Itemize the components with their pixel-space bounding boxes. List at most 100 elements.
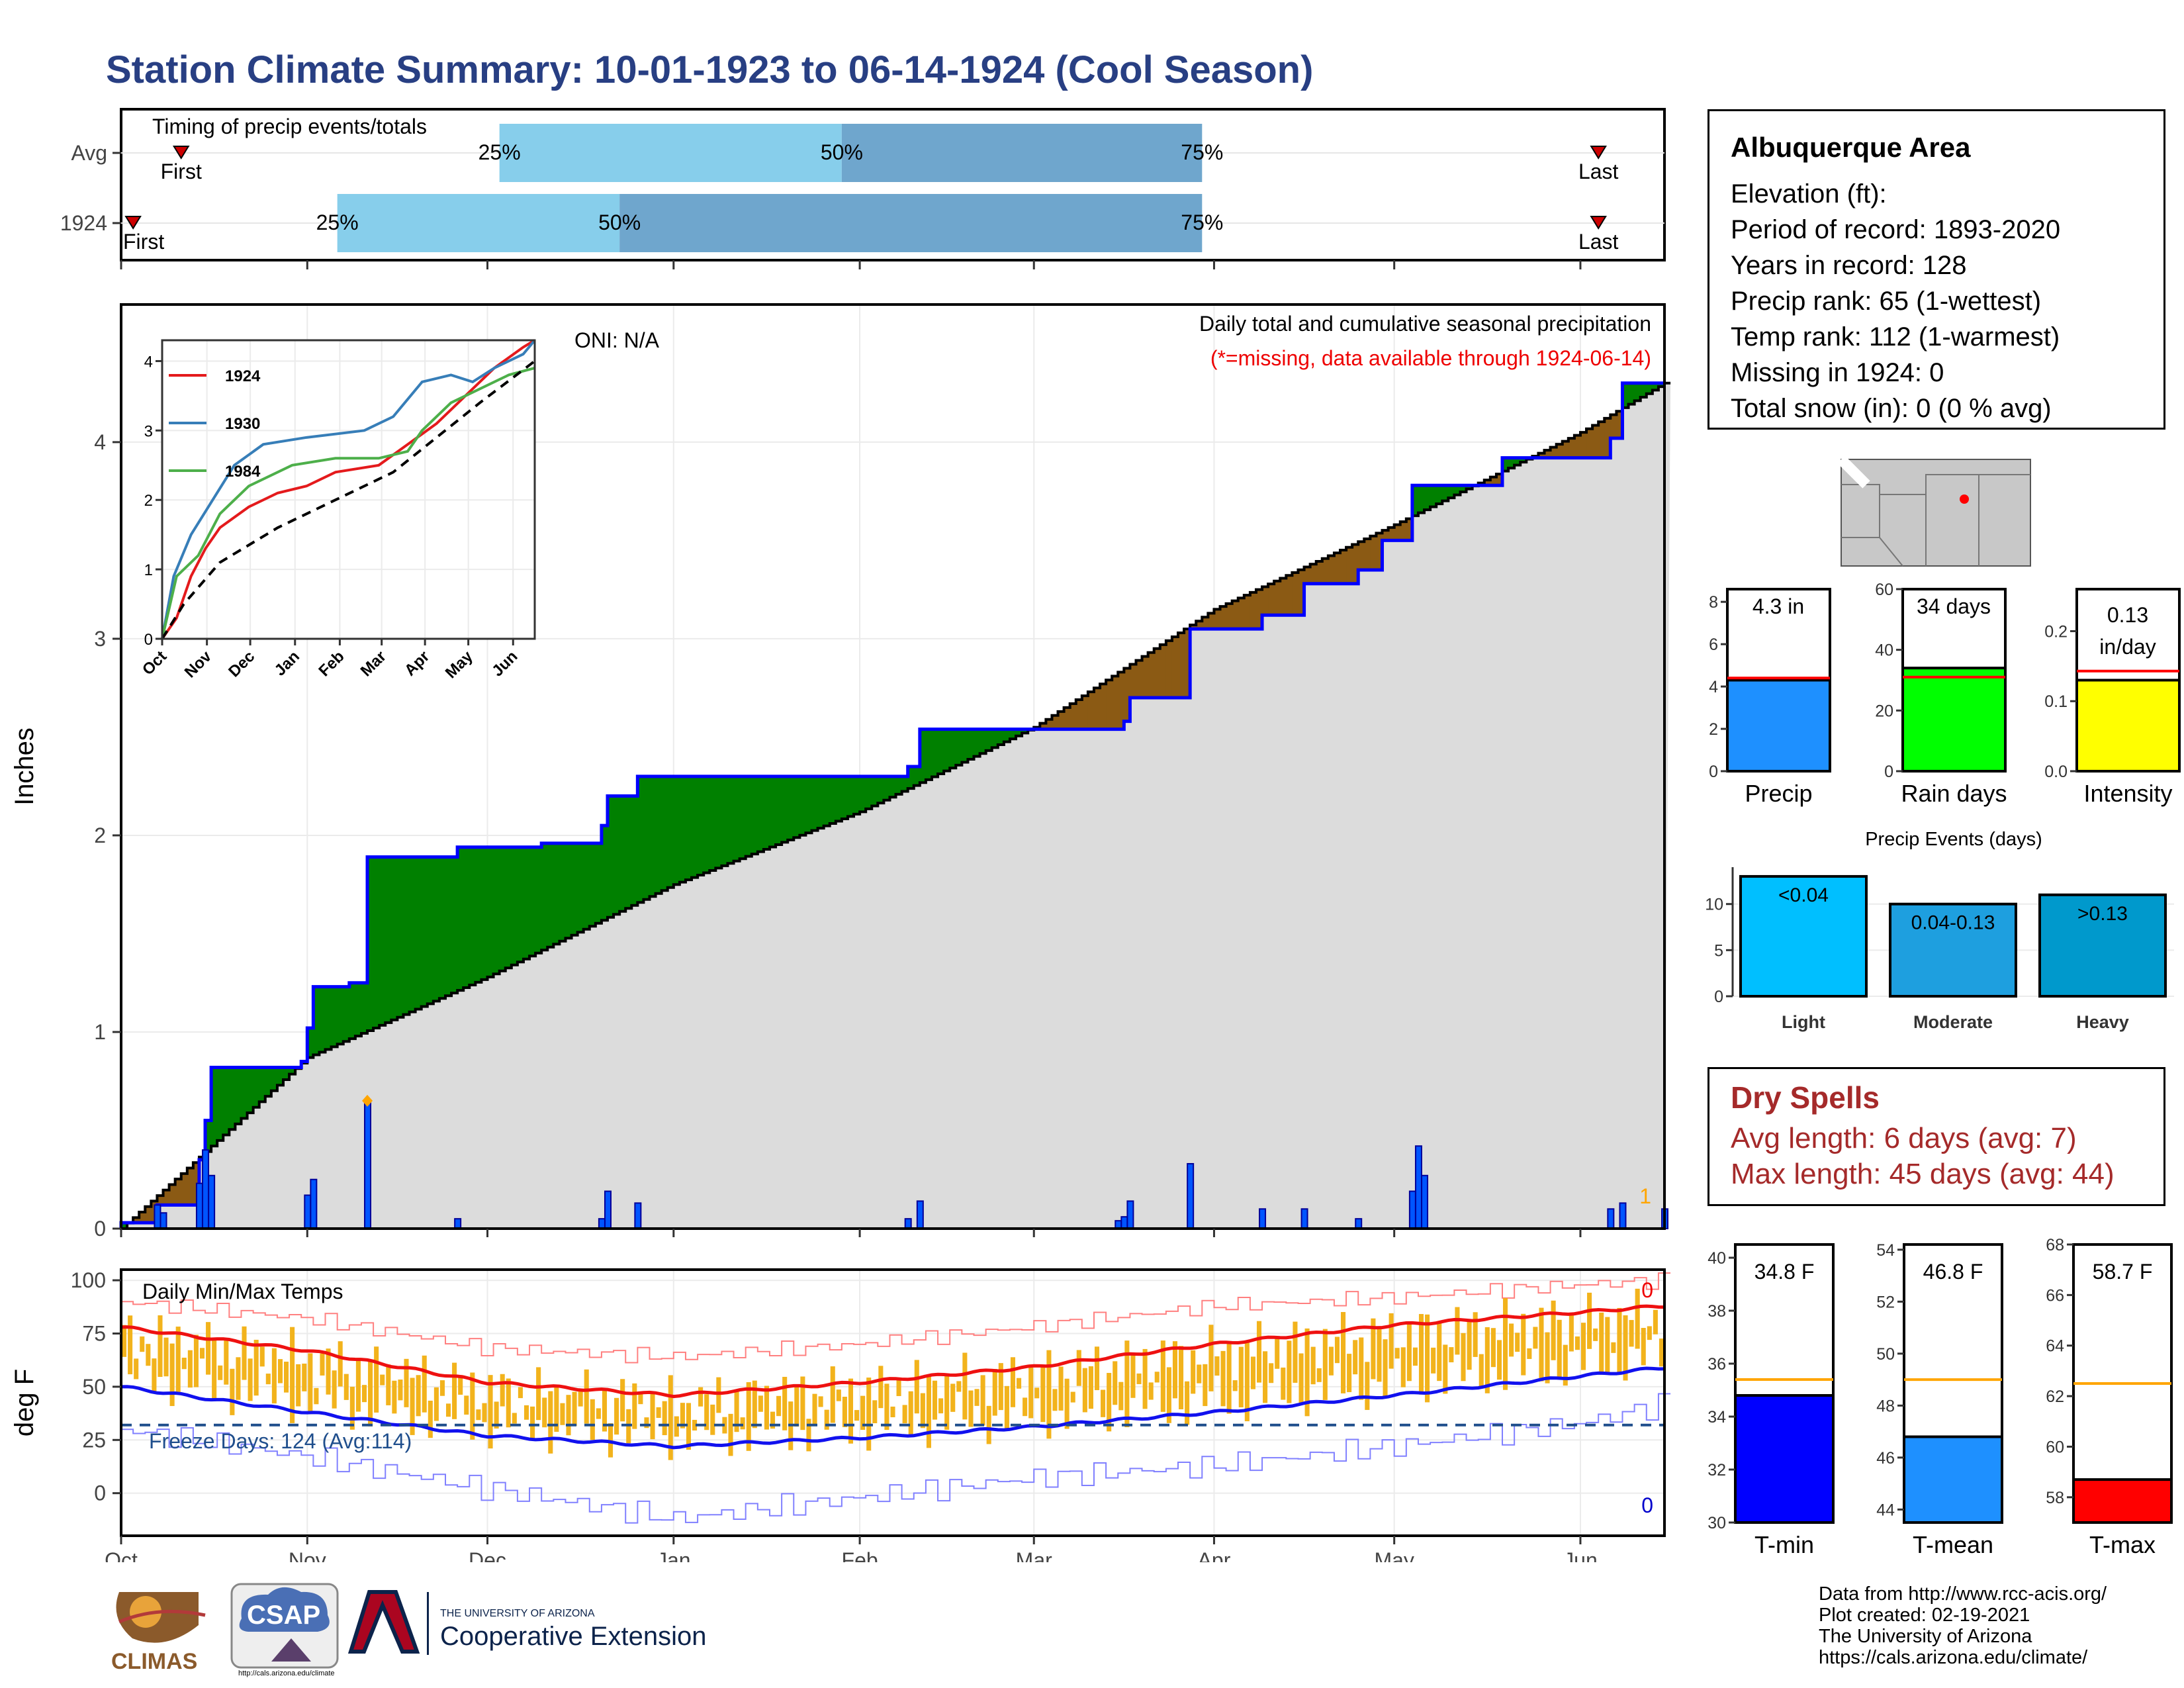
daily-temp-bar <box>1365 1362 1370 1410</box>
daily-temp-bar <box>578 1389 583 1407</box>
daily-temp-bar <box>812 1393 817 1426</box>
below-average-area <box>1310 564 1317 584</box>
above-average-area <box>968 729 975 760</box>
daily-temp-bar <box>1377 1326 1382 1382</box>
below-average-area <box>1400 522 1407 541</box>
above-average-area <box>884 776 891 800</box>
daily-temp-bar <box>656 1407 661 1418</box>
events-bar-moderate <box>1889 902 2017 998</box>
above-average-area <box>985 729 993 751</box>
below-average-area <box>1087 692 1095 729</box>
above-average-area <box>391 857 398 1020</box>
daily-temp-bar <box>1437 1321 1442 1382</box>
daily-temp-bar <box>794 1385 799 1427</box>
daily-temp-bar <box>1388 1313 1394 1369</box>
below-average-area <box>157 1196 164 1205</box>
tsum-t-min-ytick-label: 32 <box>1707 1461 1726 1479</box>
daily-temp-bar <box>884 1383 889 1430</box>
daily-temp-bar <box>842 1396 847 1427</box>
svg-text:CLIMAS: CLIMAS <box>111 1649 197 1674</box>
temp-ylabel: deg F <box>10 1369 39 1436</box>
above-average-area <box>565 843 572 939</box>
above-average-area <box>559 843 567 941</box>
daily-temp-bar <box>1406 1322 1412 1382</box>
above-average-area <box>1466 485 1473 489</box>
daily-temp-bar <box>980 1375 985 1426</box>
below-average-area <box>1100 684 1107 729</box>
above-average-area <box>523 847 530 959</box>
timing-p75-label: 75% <box>1181 211 1223 234</box>
daily-precip-bar <box>202 1149 210 1230</box>
above-average-area <box>649 776 657 897</box>
dry-spells-avg: Avg length: 6 days (avg: 7) <box>1731 1122 2077 1154</box>
precip-ytick-label: 1 <box>94 1020 106 1044</box>
summary-intensity-ytick-label: 0.2 <box>2044 622 2068 641</box>
timing-first-label: First <box>123 230 164 254</box>
above-average-area <box>409 857 416 1012</box>
daily-temp-bar <box>439 1380 445 1396</box>
daily-precip-bar <box>604 1190 612 1229</box>
below-average-area <box>169 1184 176 1205</box>
daily-temp-bar <box>1166 1367 1171 1423</box>
above-average-area <box>475 847 482 982</box>
daily-temp-bar <box>1148 1382 1154 1400</box>
events-category-label: Moderate <box>1913 1012 1993 1032</box>
temp-ytick-label: 25 <box>82 1428 106 1452</box>
daily-temp-bar <box>506 1378 511 1428</box>
below-average-area <box>1382 530 1389 541</box>
below-average-area <box>1106 680 1113 729</box>
above-average-area <box>433 857 440 1002</box>
daily-precip-bar <box>1259 1208 1267 1229</box>
credit-date: Plot created: 02-19-2021 <box>1819 1605 2030 1626</box>
above-average-area <box>1628 383 1635 404</box>
below-average-area <box>1562 441 1569 458</box>
daily-temp-bar <box>1545 1332 1550 1383</box>
below-average-area <box>187 1168 194 1205</box>
events-ytick-label: 0 <box>1714 988 1723 1006</box>
events-category-label: Heavy <box>2076 1012 2129 1032</box>
daily-temp-bar <box>320 1353 325 1376</box>
above-average-area <box>655 776 662 894</box>
above-average-area <box>788 776 794 840</box>
above-average-area <box>325 986 332 1050</box>
tsum-t-max-ytick-label: 64 <box>2046 1337 2064 1356</box>
daily-temp-bar <box>169 1343 175 1407</box>
below-average-area <box>1040 723 1046 729</box>
below-average-area <box>1196 621 1203 630</box>
summary-rain-days-ytick-label: 20 <box>1875 702 1893 720</box>
daily-temp-bar <box>386 1364 391 1405</box>
daily-temp-bar <box>259 1346 265 1367</box>
below-average-area <box>1298 569 1305 616</box>
below-average-area <box>1274 581 1281 616</box>
tsum-t-max-label: T-max <box>2089 1531 2156 1558</box>
daily-precip-bar <box>1120 1216 1128 1229</box>
above-average-area <box>769 776 776 847</box>
above-average-area <box>229 1067 236 1130</box>
daily-temp-bar <box>1617 1307 1622 1376</box>
daily-temp-bar <box>878 1366 884 1409</box>
daily-temp-bar <box>523 1405 529 1420</box>
above-average-area <box>614 796 620 915</box>
freeze-days-label: Freeze Days: 124 (Avg:114) <box>149 1429 412 1453</box>
above-average-area <box>661 776 668 891</box>
daily-temp-bar <box>1094 1346 1100 1391</box>
above-average-area <box>673 776 680 885</box>
daily-temp-bar <box>1154 1372 1160 1383</box>
below-average-area <box>1352 544 1359 584</box>
above-average-area <box>1454 485 1461 495</box>
daily-temp-bar <box>1599 1312 1604 1374</box>
daily-temp-bar <box>1220 1350 1226 1407</box>
month-label: Apr <box>1198 1548 1231 1562</box>
below-average-area <box>1250 592 1257 630</box>
above-average-area <box>253 1067 260 1107</box>
timing-panel: Timing of precip events/totals Avg 25% 50% 7… <box>60 108 1666 269</box>
daily-temp-bar <box>1527 1348 1532 1359</box>
tsum-t-min-ytick-label: 30 <box>1707 1514 1726 1532</box>
daily-temp-bar <box>536 1367 541 1421</box>
daily-temp-bar <box>1359 1337 1364 1400</box>
daily-temp-bar <box>1238 1346 1244 1408</box>
above-average-area <box>469 847 476 985</box>
daily-temp-bar <box>1449 1347 1454 1362</box>
timing-q2-bar <box>337 194 620 252</box>
daily-temp-bar <box>1304 1328 1310 1417</box>
